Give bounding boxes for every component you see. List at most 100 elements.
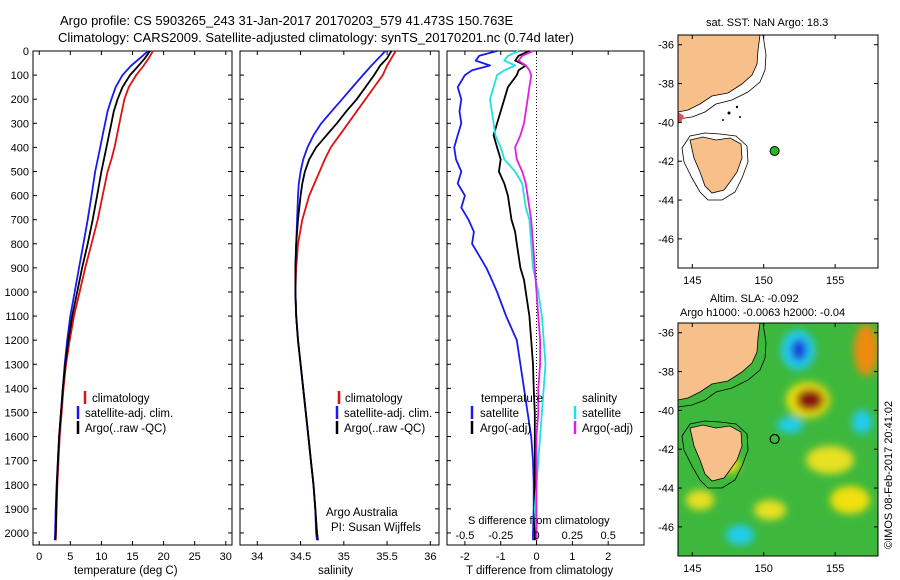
sla-heatmap: [678, 323, 878, 556]
argo-float-marker: [769, 145, 780, 156]
sla-high-anomaly: [806, 446, 854, 474]
depth-tick-label: 800: [11, 239, 29, 251]
temperature-axis-ticks: 0 5 10 15 20 25 30: [36, 51, 232, 563]
sla-tasmania: [689, 424, 743, 482]
s-difference-tick-labels: -0.5 -0.25 0 0.25 0.5: [455, 530, 615, 542]
difference-plot-frame: [446, 50, 645, 546]
t-difference-axis-label: T difference from climatology: [466, 565, 613, 577]
temperature-legend: climatology satellite-adj. clim. Argo(..…: [76, 391, 173, 435]
mainland-coast-outline: [678, 35, 767, 120]
lon-tick-label: 155: [826, 563, 844, 575]
x-tick-label: 15: [126, 551, 138, 563]
lat-tick-label: -38: [658, 79, 674, 91]
depth-tick-label: 1900: [5, 504, 29, 516]
series-line-climatology: [294, 50, 397, 541]
x-tick-label: 5: [67, 551, 73, 563]
sla-high-anomaly: [854, 324, 878, 376]
sla-low-anomaly: [777, 417, 803, 433]
x-tick-label: 20: [157, 551, 169, 563]
s-difference-tick-label: 0.25: [562, 530, 583, 542]
depth-tick-label: 1100: [5, 311, 29, 323]
lat-tick-label: -40: [658, 117, 674, 129]
depth-tick-label: 2000: [5, 528, 29, 540]
salinity-axis-label: salinity: [318, 565, 353, 577]
west-edge-land: [678, 112, 684, 124]
tasmania-shelf-outline: [681, 132, 749, 201]
lon-tick-label: 150: [755, 275, 773, 287]
x-tick-label: -2: [460, 551, 470, 563]
legend-label-climatology: climatology: [92, 393, 150, 405]
sla-map-panel: Altim. SLA: -0.092 Argo h1000: -0.0063 h…: [658, 293, 895, 575]
x-tick-label: 34: [251, 551, 263, 563]
legend-label-s-satellite: satellite: [582, 408, 621, 420]
sst-map-title: sat. SST: NaN Argo: 18.3: [706, 17, 828, 29]
lon-tick-label: 145: [683, 275, 701, 287]
bass-strait-island: [722, 119, 724, 121]
sla-high-anomaly: [754, 500, 786, 520]
depth-tick-label: 300: [11, 118, 29, 130]
lat-tick-label: -44: [658, 483, 674, 495]
series-line-argo-raw-qc-: [54, 50, 151, 541]
sla-mainland-outline: [678, 323, 767, 408]
legend-label-argo: Argo(..raw -QC): [344, 423, 425, 435]
lat-tick-label: -46: [658, 234, 674, 246]
imos-watermark: ©IMOS 08-Feb-2017 20:41:02: [883, 401, 895, 549]
lat-tick-label: -42: [658, 156, 674, 168]
x-tick-label: 34.5: [290, 551, 311, 563]
lon-tick-label: 150: [755, 563, 773, 575]
lon-tick-label: 155: [826, 275, 844, 287]
difference-axis-ticks: -2 -1 0 1 2: [460, 51, 611, 563]
lat-tick-label: -40: [658, 405, 674, 417]
depth-tick-label: 1300: [5, 359, 29, 371]
temperature-series-lines: [53, 50, 154, 541]
depth-tick-label: 100: [11, 70, 29, 82]
legend-label-t-satellite: satellite: [480, 408, 519, 420]
depth-tick-label: 0: [23, 46, 29, 58]
legend-label-s-argo: Argo(-adj): [582, 423, 633, 435]
s-difference-tick-label: -0.25: [488, 530, 513, 542]
depth-tick-label: 200: [11, 94, 29, 106]
legend-label-t-argo: Argo(-adj): [480, 423, 531, 435]
sla-map-title-line-2: Argo h1000: -0.0063 h2000: -0.04: [680, 307, 845, 319]
legend-label-climatology: climatology: [345, 393, 403, 405]
x-tick-label: 2: [605, 551, 611, 563]
x-tick-label: 36: [424, 551, 436, 563]
s-difference-tick-label: 0.5: [601, 530, 616, 542]
series-line-temperature-satellite: [453, 50, 535, 541]
bass-strait-island: [739, 116, 741, 118]
depth-tick-label: 500: [11, 166, 29, 178]
sla-high-anomaly: [830, 486, 870, 514]
depth-tick-label: 1800: [5, 480, 29, 492]
credit-argo-australia: Argo Australia: [326, 507, 398, 519]
lat-tick-label: -44: [658, 195, 674, 207]
tasmania-island: [689, 136, 743, 194]
x-tick-label: 25: [189, 551, 201, 563]
depth-tick-label: 400: [11, 142, 29, 154]
legend-heading-salinity: salinity: [582, 393, 617, 405]
sla-low-anomaly: [726, 525, 754, 545]
lat-tick-label: -42: [658, 444, 674, 456]
x-tick-label: 35.5: [376, 551, 397, 563]
sst-map-land: [678, 35, 767, 201]
difference-legend: temperature satellite Argo(-adj) salinit…: [470, 393, 633, 435]
x-tick-label: 35: [338, 551, 350, 563]
depth-tick-label: 700: [11, 215, 29, 227]
series-line-temperature-argo-adj-: [492, 50, 536, 541]
lat-tick-label: -36: [658, 328, 674, 340]
depth-axis-ticks: 0 100 200 300 400 500 600 700 800 900 1000 1100 1200…: [5, 46, 232, 540]
sla-high-anomaly-core: [796, 389, 824, 411]
s-difference-tick-label: 0: [533, 530, 539, 542]
depth-tick-label: 1600: [5, 432, 29, 444]
sla-tasmania-outline: [681, 420, 749, 489]
x-tick-label: 1: [569, 551, 575, 563]
sla-low-anomaly-core: [791, 339, 807, 361]
x-tick-label: 0: [533, 551, 539, 563]
depth-tick-label: 1400: [5, 383, 29, 395]
depth-tick-label: 1700: [5, 456, 29, 468]
depth-tick-label: 1500: [5, 407, 29, 419]
lat-tick-label: -36: [658, 40, 674, 52]
argo-float-marker: [769, 433, 780, 445]
s-difference-axis-label: S difference from climatology: [468, 515, 610, 527]
salinity-depth-ticks: [240, 50, 439, 534]
